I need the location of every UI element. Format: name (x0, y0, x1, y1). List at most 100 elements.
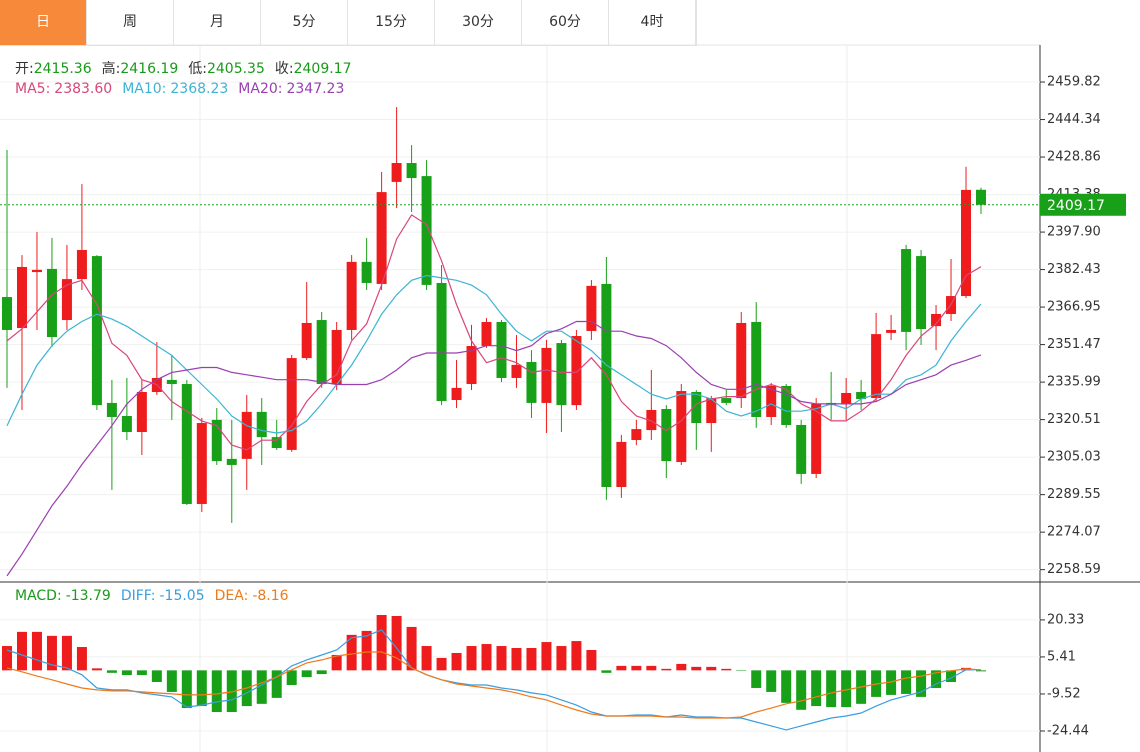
macd-bar (136, 670, 147, 676)
macd-bar (676, 663, 687, 671)
candle-body (556, 343, 567, 406)
macd-legend: MACD: -13.79 DIFF: -15.05 DEA: -8.16 (15, 588, 289, 604)
candle-body (811, 403, 822, 474)
candle-body (16, 266, 27, 329)
macd-bar (631, 665, 642, 671)
macd-bar (736, 670, 747, 671)
legend-label: MA20: (238, 81, 283, 97)
macd-bar (151, 670, 162, 683)
candle-body (616, 441, 627, 488)
tab-bar: 日周月 5分 15分 30分 60分 4时 (0, 0, 697, 46)
candle-body (46, 268, 57, 338)
tab[interactable]: 5分 (261, 0, 348, 45)
macd-bar (601, 670, 612, 673)
candle-body (241, 411, 252, 459)
last-price-label: 2409.17 (1047, 198, 1105, 214)
legend-value: -13.79 (65, 588, 111, 604)
macd-bar (976, 670, 986, 672)
candle-body (2, 297, 12, 330)
y-tick-label: 2335.99 (1047, 375, 1101, 390)
y-tick-label: 2274.07 (1047, 525, 1101, 540)
tab[interactable]: 周 (87, 0, 174, 45)
candle-body (271, 437, 282, 448)
y-tick-label: 2305.03 (1047, 450, 1101, 465)
candle-body (676, 391, 687, 463)
macd-bar (481, 644, 492, 671)
candle-body (646, 409, 657, 431)
legend-label: DEA: (214, 588, 249, 604)
candle-body (631, 429, 642, 440)
tab[interactable]: 60分 (522, 0, 609, 45)
candle-body (196, 423, 207, 504)
plot: 2459.822444.342428.862413.382397.902382.… (0, 75, 1126, 738)
candle-body (691, 392, 702, 424)
legend-value: 2416.19 (120, 61, 179, 77)
macd-bar (271, 670, 282, 698)
tab[interactable]: 15分 (348, 0, 435, 45)
macd-bar (811, 670, 822, 707)
candle-body (331, 329, 342, 385)
line-series (6, 274, 982, 434)
line-series (6, 629, 981, 731)
y-tick-label: -24.44 (1047, 723, 1089, 738)
tab[interactable]: 30分 (435, 0, 522, 45)
candle-body (781, 385, 792, 425)
candle-body (901, 249, 912, 332)
macd-bar (781, 670, 792, 703)
candle-body (571, 336, 582, 406)
legend-value: 2368.23 (170, 81, 229, 97)
legend-value: -8.16 (252, 588, 289, 604)
macd-bar (196, 670, 207, 707)
legend-label: 高: (101, 61, 121, 77)
macd-bar (931, 670, 942, 688)
macd-bar (421, 646, 432, 671)
legend-label: MACD: (15, 588, 62, 604)
tab[interactable]: 日 (0, 0, 87, 45)
y-tick-label: 5.41 (1047, 649, 1076, 664)
legend-label: DIFF: (120, 588, 156, 604)
macd-bar (106, 670, 117, 673)
y-tick-label: 2382.43 (1047, 262, 1101, 277)
macd-bar (61, 635, 72, 671)
macd-bar (916, 670, 927, 697)
legend-label: 开: (15, 61, 34, 77)
macd-bar (121, 670, 132, 676)
candle-body (226, 458, 237, 465)
macd-bar (331, 654, 342, 671)
legend-item: DEA: -8.16 (215, 588, 289, 604)
candle-body (841, 392, 852, 404)
macd-bar (691, 666, 702, 671)
candle-body (601, 283, 612, 488)
candle-body (181, 384, 192, 504)
macd-bar (166, 670, 177, 692)
macd-bar (706, 666, 717, 671)
candle-body (736, 322, 747, 399)
candle-body (721, 398, 732, 403)
candle-body (931, 313, 942, 327)
candle-body (406, 163, 417, 179)
macd-bar (496, 646, 507, 671)
candle-body (526, 361, 537, 403)
macd-bar (766, 670, 777, 692)
macd-bar (286, 670, 297, 685)
macd-bar (946, 670, 957, 683)
candle-body (766, 385, 777, 417)
macd-bar (661, 668, 672, 671)
candle-body (451, 387, 462, 401)
macd-bar (391, 616, 402, 671)
legend-label: MA5: (15, 81, 51, 97)
tab[interactable]: 4时 (609, 0, 696, 45)
candle-body (301, 322, 312, 359)
candle-body (421, 176, 432, 285)
y-tick-label: -9.52 (1047, 686, 1081, 701)
macd-bar (511, 648, 522, 671)
macd-bar (571, 641, 582, 671)
ma-legend: MA5: 2383.60 MA10: 2368.23 MA20: 2347.23 (15, 81, 344, 97)
candle-body (796, 424, 807, 474)
line-series (6, 651, 982, 719)
tab[interactable]: 月 (174, 0, 261, 45)
line-series (6, 320, 982, 577)
candle-body (871, 334, 882, 399)
y-tick-label: 2258.59 (1047, 562, 1101, 577)
